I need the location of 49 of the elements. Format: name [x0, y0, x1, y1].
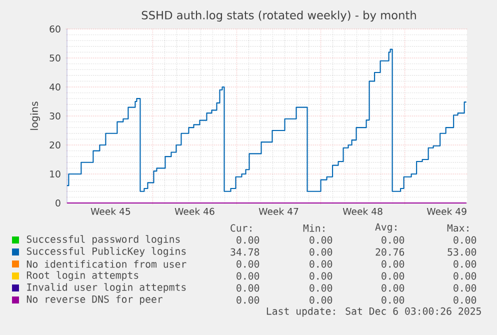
y-tick-label: 60 — [50, 25, 60, 33]
text: 0.00 — [236, 236, 260, 244]
y-tick-label: 10 — [50, 170, 60, 178]
legend-label: Root login attempts — [26, 271, 138, 281]
text: 20.76 — [376, 248, 404, 256]
text: 0.00 — [454, 236, 476, 244]
text: 0.00 — [236, 260, 260, 268]
text: 0.00 — [310, 296, 332, 304]
text: Last update: Sat Dec 6 03:00:26 2025 — [266, 307, 481, 317]
text: 0.00 — [382, 272, 404, 280]
x-tick-label: Week 46 — [174, 208, 214, 215]
legend-label: Successful PublicKey logins — [26, 247, 186, 257]
text: 53.00 — [448, 248, 476, 256]
text: 0.00 — [382, 296, 404, 304]
text: 0.00 — [236, 296, 260, 304]
text: 0.00 — [382, 236, 404, 244]
y-tick-label: 30 — [50, 112, 60, 120]
y-tick-label: 0 — [56, 199, 60, 207]
text: Avg: — [375, 223, 396, 233]
text: 0.00 — [236, 284, 260, 292]
text: 0.00 — [310, 284, 332, 292]
y-tick-label: 40 — [50, 83, 60, 91]
text: 0.00 — [382, 260, 404, 268]
y-tick-label: 50 — [50, 54, 60, 62]
text: Min: — [303, 224, 324, 232]
legend-label: Successful password logins — [26, 235, 180, 245]
y-axis-title: logins — [30, 102, 40, 130]
text: 0.00 — [454, 296, 476, 304]
text: Cur: — [230, 224, 252, 232]
chart-title: SSHD auth.log stats (rotated weekly) - by month — [142, 10, 416, 22]
text: 0.00 — [236, 272, 260, 280]
text: 0.00 — [454, 284, 476, 292]
x-tick-label: Week 48 — [342, 208, 382, 215]
text: 0.00 — [382, 284, 404, 292]
text: 0.00 — [310, 236, 332, 244]
text: 34.78 — [230, 248, 260, 256]
legend-label: Invalid user login attepmts — [27, 283, 186, 293]
text: 0.00 — [310, 260, 332, 268]
legend-label: No reverse DNS for peer — [26, 295, 163, 305]
x-tick-label: Week 45 — [90, 208, 130, 215]
y-tick-label: 20 — [50, 141, 60, 149]
x-tick-label: Week 49 — [426, 208, 466, 215]
legend-label: No identification from user — [26, 260, 186, 268]
text: 0.00 — [310, 272, 332, 280]
x-tick-label: Week 47 — [258, 208, 298, 215]
text: 0.00 — [454, 272, 476, 280]
text: Max: — [447, 224, 468, 232]
text: 0.00 — [310, 248, 332, 256]
text: 0.00 — [454, 260, 476, 268]
